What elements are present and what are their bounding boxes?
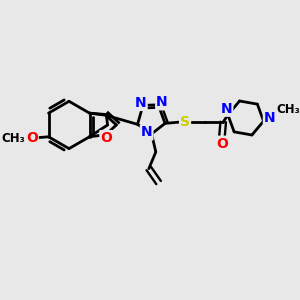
Text: S: S [180, 115, 190, 129]
Text: O: O [26, 131, 38, 145]
Text: CH₃: CH₃ [276, 103, 300, 116]
Text: N: N [141, 125, 152, 140]
Text: O: O [100, 131, 112, 145]
Text: N: N [221, 102, 232, 116]
Text: CH₃: CH₃ [2, 132, 26, 145]
Text: N: N [264, 111, 275, 125]
Text: O: O [216, 137, 228, 151]
Text: N: N [156, 95, 168, 110]
Text: N: N [135, 96, 147, 110]
